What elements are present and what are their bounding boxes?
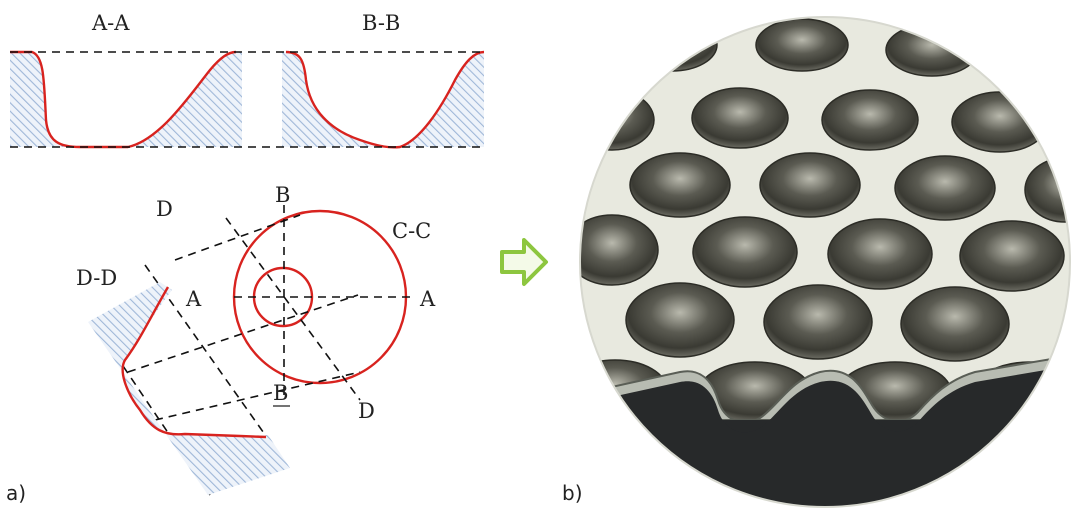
label-d-top: D [156, 197, 173, 221]
label-panel-b: b) [562, 481, 583, 505]
label-b-bottom: B [273, 381, 288, 405]
label-section-cc: C-C [392, 219, 431, 243]
label-d-bottom: D [358, 399, 375, 423]
label-b-top: B [275, 183, 290, 207]
section-aa-profile [10, 50, 242, 149]
label-section-dd: D-D [76, 266, 117, 290]
label-section-aa: A-A [91, 11, 130, 35]
label-a-left: A [185, 287, 202, 311]
label-a-right: A [419, 287, 436, 311]
label-panel-a: a) [6, 481, 26, 505]
section-dd-profile [88, 282, 290, 495]
section-bb-profile [282, 50, 485, 149]
label-section-bb: B-B [362, 11, 400, 35]
photo-frame [579, 16, 1071, 508]
section-bb-curve [285, 50, 485, 149]
right-arrow-icon [500, 238, 548, 286]
panel-a-diagram: A-A B-B C-C D-D D D B B A A a) [6, 11, 485, 505]
panel-b-photo: b) [562, 16, 1071, 508]
section-dd-curve [121, 286, 267, 439]
